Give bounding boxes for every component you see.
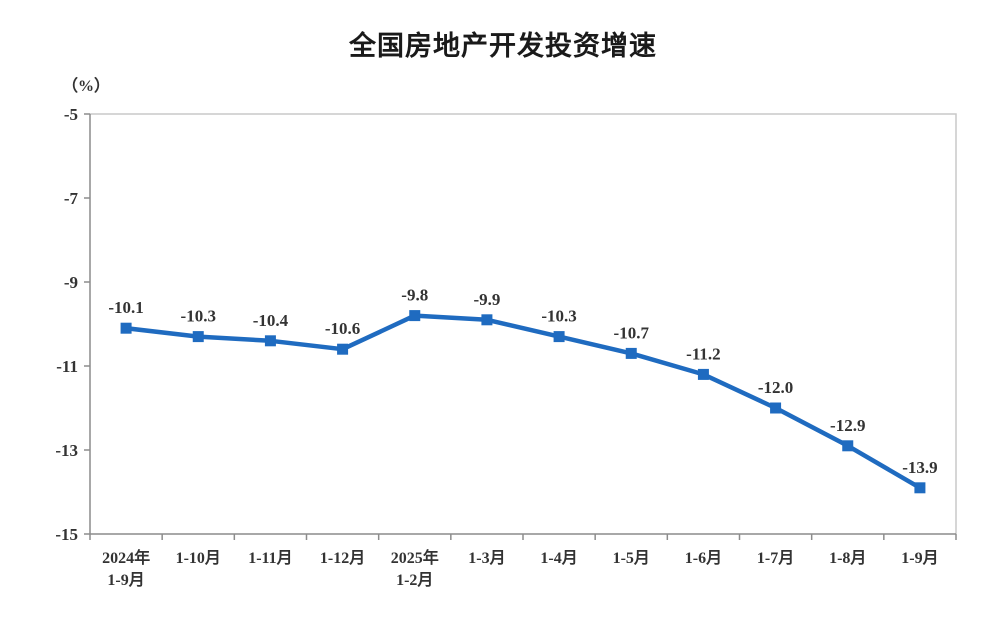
y-tick-label: -13 [55,441,78,460]
data-point-label: -10.6 [325,319,360,338]
data-point-label: -9.9 [473,290,500,309]
x-category-label: 1-2月 [396,571,433,589]
plot-frame [90,113,957,534]
data-point-marker [553,331,565,343]
data-point-marker [192,331,204,343]
x-category-label: 1-4月 [540,549,577,567]
x-category-label: 1-9月 [901,549,938,567]
data-point-label: -12.0 [758,378,793,397]
data-point-label: -10.4 [253,311,289,330]
data-point-marker [409,310,421,322]
data-point-label: -13.9 [902,458,937,477]
data-point-marker [842,440,854,452]
data-point-marker [337,343,349,355]
x-category-label: 1-10月 [176,549,221,567]
x-category-label: 1-8月 [829,549,866,567]
data-point-marker [481,314,493,326]
y-tick-label: -11 [56,357,78,376]
data-point-marker [120,322,132,334]
y-axis-unit-label: （%） [62,78,111,95]
x-category-label: 2025年 [391,548,439,567]
data-point-label: -10.3 [181,307,216,326]
x-category-label: 1-3月 [468,549,505,567]
data-point-label: -10.1 [108,298,143,317]
data-point-label: -10.7 [614,323,650,342]
x-category-label: 1-9月 [107,571,144,589]
y-tick-label: -7 [64,189,79,208]
data-point-label: -12.9 [830,416,865,435]
data-point-label: -10.3 [541,307,576,326]
data-point-marker [625,347,637,359]
chart-title: 全国房地产开发投资增速 [349,31,657,61]
x-category-label: 1-7月 [757,549,794,567]
y-tick-label: -9 [64,273,78,292]
x-category-label: 1-5月 [613,549,650,567]
data-point-label: -11.2 [686,344,720,363]
x-category-label: 1-12月 [320,549,365,567]
y-tick-label: -5 [64,105,78,124]
data-point-marker [264,335,276,347]
x-category-label: 1-11月 [248,549,292,567]
data-point-marker [914,482,926,494]
data-point-label: -9.8 [401,286,428,305]
data-point-marker [697,368,709,380]
x-category-label: 2024年 [102,548,150,567]
data-point-marker [770,402,782,414]
x-category-label: 1-6月 [685,549,722,567]
series-line [123,313,923,491]
y-tick-label: -15 [55,525,78,544]
